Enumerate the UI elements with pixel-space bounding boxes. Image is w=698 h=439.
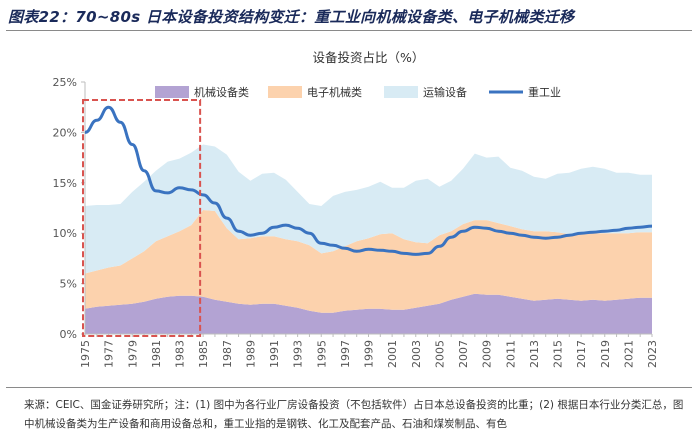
source-divider <box>6 387 692 388</box>
y-tick-label: 15% <box>53 177 77 190</box>
heavy-industry-line <box>84 105 653 256</box>
y-tick-label: 10% <box>53 227 77 240</box>
x-tick-label: 1999 <box>363 340 376 368</box>
x-tick-label: 2017 <box>575 340 588 368</box>
highlight-box-1975-1985 <box>82 99 202 337</box>
electronics-area <box>85 210 652 313</box>
transport-area <box>85 144 652 274</box>
x-tick-label: 2021 <box>622 340 635 368</box>
x-tick-label: 1975 <box>79 340 92 368</box>
y-tick-label: 25% <box>53 76 77 89</box>
y-tick-label: 20% <box>53 126 77 139</box>
x-tick-label: 1983 <box>174 340 187 368</box>
legend-electronics-swatch <box>268 86 302 98</box>
x-tick-label: 1991 <box>268 340 281 368</box>
x-tick-label: 1985 <box>197 340 210 368</box>
x-tick-label: 1997 <box>339 340 352 368</box>
investment-structure-chart: 设备投资占比（%） 0% 5% 10% 15% 20% 25% 1975 1977 1979 198… <box>53 50 659 368</box>
source-note: 来源：CEIC、国金证券研究所；注：(1) 图中为各行业厂房设备投资（不包括软件… <box>24 399 684 430</box>
legend-electronics-label: 电子机械类 <box>307 85 362 99</box>
x-tick-label: 1995 <box>315 340 328 368</box>
title-divider <box>6 30 692 31</box>
legend-heavy-industry-label: 重工业 <box>528 85 561 99</box>
figure-title: 图表22：70~80s 日本设备投资结构变迁：重工业向机械设备类、电子机械类迁移 <box>8 8 575 26</box>
machinery-area <box>85 293 652 334</box>
legend-transport-label: 运输设备 <box>423 85 467 99</box>
x-tick-label: 1977 <box>103 340 116 368</box>
legend-machinery-label: 机械设备类 <box>194 85 249 99</box>
x-tick-label: 2003 <box>410 340 423 368</box>
x-tick-label: 2007 <box>457 340 470 368</box>
x-tick-label: 2013 <box>528 340 541 368</box>
x-tick-label: 2019 <box>599 340 612 368</box>
x-tick-label: 1993 <box>292 340 305 368</box>
y-tick-label: 0% <box>60 328 77 341</box>
x-tick-label: 2023 <box>646 340 659 368</box>
y-tick-label: 5% <box>60 278 77 291</box>
legend-machinery-swatch <box>155 86 189 98</box>
chart-title: 设备投资占比（%） <box>313 50 425 65</box>
x-tick-label: 1987 <box>221 340 234 368</box>
x-tick-label: 2015 <box>552 340 565 368</box>
x-tick-label: 2005 <box>433 340 446 368</box>
x-tick-label: 2001 <box>386 340 399 368</box>
x-tick-label: 2009 <box>481 340 494 368</box>
legend-transport-swatch <box>384 86 418 98</box>
x-tick-label: 1989 <box>244 340 257 368</box>
x-tick-label: 2011 <box>504 340 517 368</box>
x-tick-label: 1981 <box>150 340 163 368</box>
x-tick-label: 1979 <box>126 340 139 368</box>
